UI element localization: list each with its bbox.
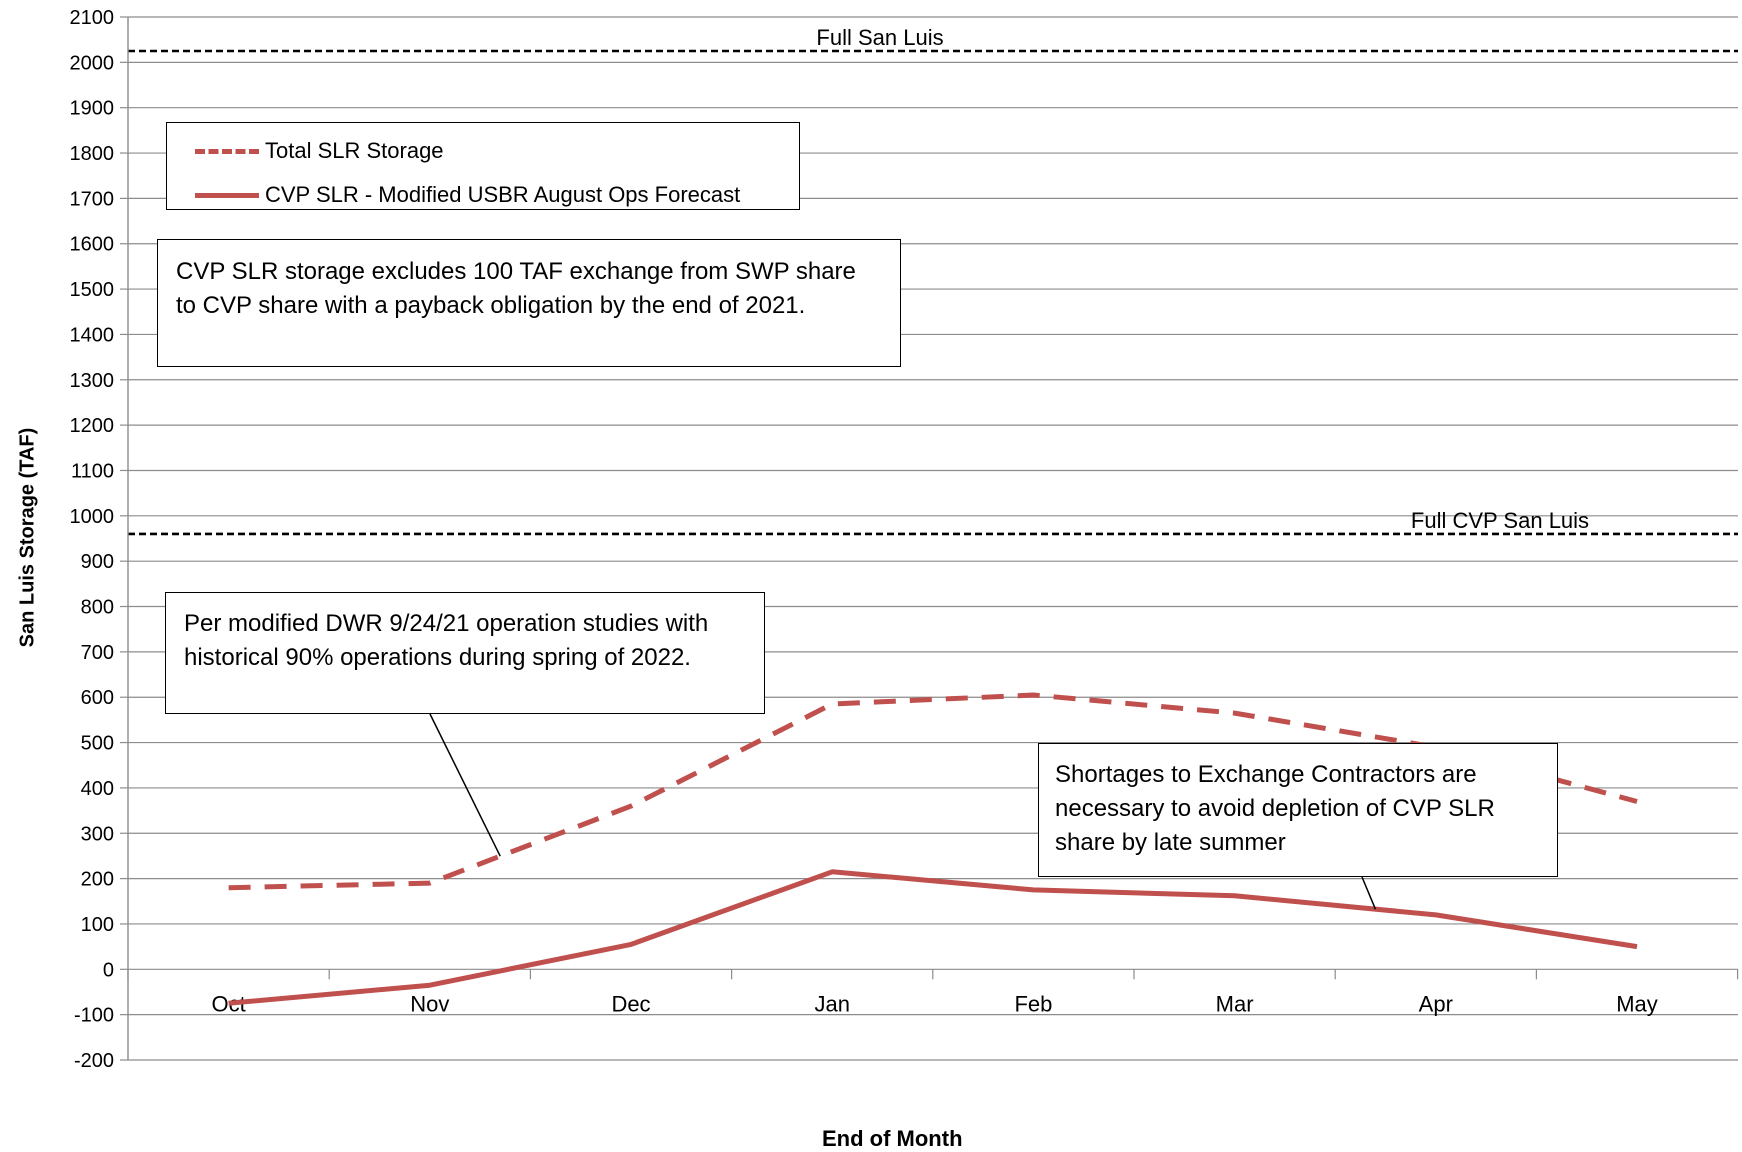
y-tick-label: 1600 (70, 234, 115, 256)
x-tick-label: Mar (1216, 991, 1254, 1016)
annotation-text: Per modified DWR 9/24/21 operation studi… (184, 610, 709, 671)
x-tick-label: Dec (611, 991, 650, 1016)
x-tick-label: Apr (1419, 991, 1453, 1016)
annotation-text: CVP SLR storage excludes 100 TAF exchang… (176, 258, 856, 319)
series-line (228, 869, 1638, 1006)
legend-label: Total SLR Storage (265, 138, 444, 163)
y-tick-label: 200 (81, 869, 114, 891)
reference-line-label: Full CVP San Luis (1411, 508, 1589, 533)
x-tick-label: Jan (814, 991, 849, 1016)
y-tick-label: 100 (81, 914, 114, 936)
series-line (228, 692, 1638, 891)
y-tick-label: 2000 (70, 52, 115, 74)
annotation-dwr-note: Per modified DWR 9/24/21 operation studi… (165, 592, 765, 714)
y-tick-label: 500 (81, 733, 114, 755)
annotation-exchange-note: CVP SLR storage excludes 100 TAF exchang… (157, 239, 901, 367)
y-tick-label: 1500 (70, 279, 115, 301)
y-tick-label: 400 (81, 778, 114, 800)
y-tick-label: 600 (81, 687, 114, 709)
y-tick-label: 1700 (70, 188, 115, 210)
axes: 2100200019001800170016001500140013001200… (70, 7, 1739, 1072)
y-tick-label: 2100 (70, 7, 115, 29)
x-axis-title: End of Month (822, 1126, 963, 1151)
y-tick-label: -100 (74, 1005, 114, 1027)
y-tick-label: -200 (74, 1050, 114, 1072)
y-tick-label: 700 (81, 642, 114, 664)
x-tick-label: May (1616, 991, 1658, 1016)
callout-leader (1361, 876, 1377, 910)
legend-item-cvp-slr: CVP SLR - Modified USBR August Ops Forec… (195, 180, 740, 210)
x-tick-label: Feb (1014, 991, 1052, 1016)
annotation-shortages-note: Shortages to Exchange Contractors are ne… (1038, 743, 1558, 877)
callout-leader (429, 713, 501, 857)
y-tick-label: 1900 (70, 98, 115, 120)
y-tick-label: 0 (103, 959, 114, 981)
legend-label: CVP SLR - Modified USBR August Ops Forec… (265, 182, 741, 207)
legend-swatch-solid (195, 192, 259, 198)
y-tick-label: 1800 (70, 143, 115, 165)
y-tick-label: 300 (81, 823, 114, 845)
reference-lines: Full San Luis Full CVP San Luis (128, 25, 1738, 536)
legend-item-total-slr: Total SLR Storage (195, 136, 444, 166)
callout-leaders (429, 713, 1377, 910)
y-tick-label: 1300 (70, 370, 115, 392)
x-tick-label: Nov (410, 991, 449, 1016)
y-tick-label: 1100 (71, 460, 114, 482)
legend: Total SLR Storage CVP SLR - Modified USB… (166, 122, 800, 210)
y-tick-label: 1400 (70, 324, 115, 346)
y-tick-label: 900 (81, 551, 114, 573)
y-tick-label: 1200 (70, 415, 115, 437)
y-axis-title: San Luis Storage (TAF) (16, 427, 39, 648)
y-tick-label: 1000 (70, 506, 115, 528)
legend-swatch-dashed (195, 148, 259, 154)
reference-line-label: Full San Luis (816, 25, 943, 50)
annotation-text: Shortages to Exchange Contractors are ne… (1055, 761, 1495, 856)
y-tick-label: 800 (81, 597, 114, 619)
